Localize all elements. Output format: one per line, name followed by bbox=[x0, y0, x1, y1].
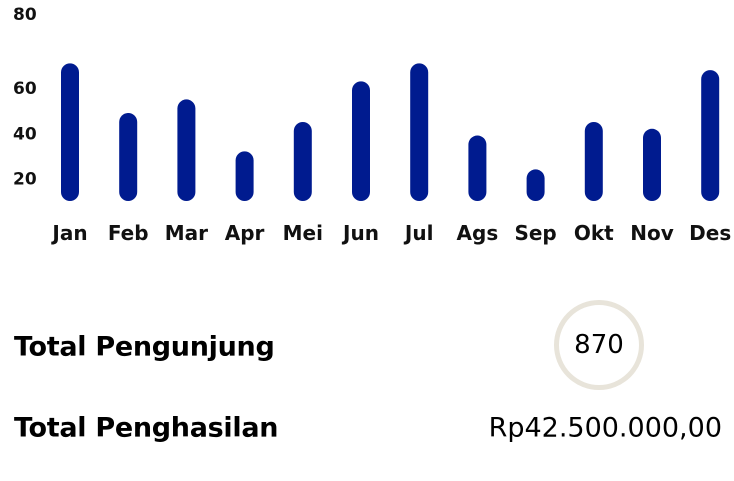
x-tick-label-mar: Mar bbox=[165, 221, 208, 245]
y-tick-label: 20 bbox=[13, 169, 37, 189]
x-tick-label-nov: Nov bbox=[630, 221, 674, 245]
bar-feb bbox=[119, 112, 138, 201]
visitors-count-badge: 870 bbox=[554, 300, 644, 390]
x-tick-label-sep: Sep bbox=[514, 221, 556, 245]
x-tick-label-jun: Jun bbox=[341, 221, 379, 245]
x-tick-label-jul: Jul bbox=[403, 221, 434, 245]
x-tick-label-apr: Apr bbox=[225, 221, 265, 245]
bar-ags bbox=[468, 135, 487, 201]
total-visitors-label: Total Pengunjung bbox=[14, 331, 275, 363]
total-visitors-row: Total Pengunjung 870 bbox=[14, 300, 722, 390]
bar-nov bbox=[643, 128, 661, 201]
bar-mar bbox=[177, 99, 196, 201]
bar-mei bbox=[293, 122, 312, 201]
bar-jun bbox=[352, 81, 370, 201]
y-tick-label: 80 bbox=[13, 5, 37, 25]
x-tick-label-jan: Jan bbox=[50, 221, 87, 245]
x-tick-label-mei: Mei bbox=[283, 221, 323, 245]
y-tick-label: 40 bbox=[13, 124, 37, 144]
x-tick-label-okt: Okt bbox=[574, 221, 614, 245]
total-income-value: Rp42.500.000,00 bbox=[488, 412, 722, 444]
x-tick-label-feb: Feb bbox=[108, 221, 149, 245]
total-visitors-value: 870 bbox=[574, 330, 624, 360]
monthly-bar-chart: 20 40 60 80 Jan Feb Mar Apr Mei Jun Jul Ags Sep Okt No… bbox=[13, 5, 731, 245]
bar-des bbox=[701, 70, 720, 201]
x-tick-label-des: Des bbox=[689, 221, 731, 245]
y-tick-label: 60 bbox=[13, 79, 37, 99]
bar-sep bbox=[526, 169, 545, 201]
total-income-row: Total Penghasilan Rp42.500.000,00 bbox=[14, 403, 722, 453]
x-tick-label-ags: Ags bbox=[457, 221, 499, 245]
bar-jan bbox=[61, 63, 79, 201]
bar-apr bbox=[235, 151, 254, 201]
bar-jul bbox=[410, 63, 429, 201]
total-income-label: Total Penghasilan bbox=[14, 412, 279, 444]
bar-okt bbox=[584, 122, 603, 201]
